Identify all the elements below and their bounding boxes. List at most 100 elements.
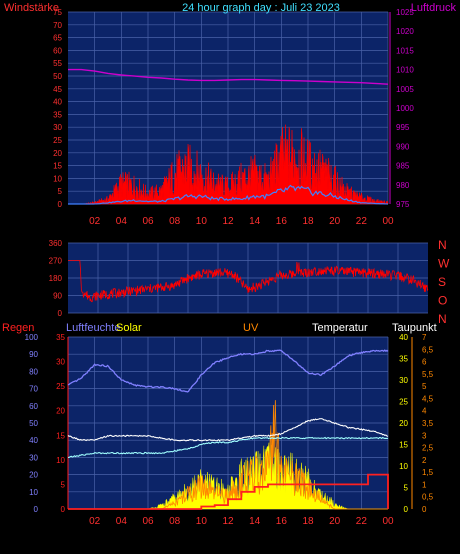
- pressure-tick-label: 995: [396, 123, 410, 132]
- uv-tick-label: 3: [422, 431, 427, 440]
- x-tick-label: 12: [222, 216, 234, 227]
- humidity-tick-label: 0: [34, 505, 39, 514]
- uv-right-ticks: 0 0,5 1 1,5 2 2,5 3 3,5 4 4,5 5 5,5 6 6,5 7: [422, 333, 434, 514]
- humidity-tick-label: 10: [29, 488, 38, 497]
- compass-letter: O: [438, 294, 447, 308]
- wind-tick-label: 5: [58, 187, 63, 196]
- wind-left-ticks: 0 5 10 15 20 25 30 35 40 45 50 55 60 65 70 75: [53, 8, 62, 209]
- humidity-line: [67, 349, 389, 393]
- compass-letter: N: [438, 238, 447, 252]
- humidity-tick-label: 100: [25, 333, 39, 342]
- x-tick-label: 12: [222, 516, 234, 527]
- chart-title: 24 hour graph day : Juli 23 2023: [182, 2, 340, 14]
- direction-grid: [68, 242, 428, 314]
- pressure-tick-label: 1020: [396, 27, 414, 36]
- uv-tick-label: 7: [422, 333, 427, 342]
- pressure-tick-label: 975: [396, 200, 410, 209]
- rain-inner-ticks: 0 5 10 15 20 25 30 35: [56, 333, 65, 514]
- uv-tick-label: 6: [422, 358, 427, 367]
- pressure-tick-label: 985: [396, 162, 410, 171]
- wind-x-ticks: 02 04 06 08 10 12 14 16 18 20 22 00: [89, 216, 394, 227]
- x-tick-label: 16: [276, 516, 288, 527]
- wind-tick-label: 55: [53, 59, 62, 68]
- humidity-tick-label: 90: [29, 350, 38, 359]
- uv-tick-label: 2,5: [422, 444, 434, 453]
- uv-tick-label: 0,5: [422, 493, 434, 502]
- wind-tick-label: 20: [53, 149, 62, 158]
- uv-tick-label: 2: [422, 456, 427, 465]
- x-tick-label: 00: [382, 516, 394, 527]
- x-tick-label: 16: [276, 216, 288, 227]
- x-tick-label: 06: [142, 516, 154, 527]
- temperature-tick-label: 20: [399, 419, 408, 428]
- x-tick-label: 22: [356, 216, 368, 227]
- wind-tick-label: 75: [53, 8, 62, 17]
- humidity-tick-label: 70: [29, 385, 38, 394]
- rain-tick-label: 25: [56, 382, 65, 391]
- rain-tick-label: 20: [56, 407, 65, 416]
- pressure-tick-label: 980: [396, 181, 410, 190]
- x-tick-label: 04: [116, 516, 128, 527]
- solar-label: Solar: [116, 322, 142, 334]
- pressure-axis-label: Luftdruck: [411, 2, 457, 14]
- x-tick-label: 20: [329, 516, 341, 527]
- pressure-tick-label: 990: [396, 142, 410, 151]
- x-tick-label: 02: [89, 516, 101, 527]
- temperature-tick-label: 25: [399, 398, 408, 407]
- wind-tick-label: 60: [53, 46, 62, 55]
- x-tick-label: 02: [89, 216, 101, 227]
- humidity-label: Luftfeuchte: [66, 322, 120, 334]
- humidity-tick-label: 80: [29, 367, 38, 376]
- wind-axis-label: Windstärke: [4, 2, 59, 14]
- temperature-tick-label: 35: [399, 355, 408, 364]
- temperature-tick-label: 40: [399, 333, 408, 342]
- pressure-tick-label: 1000: [396, 104, 414, 113]
- wind-tick-label: 15: [53, 162, 62, 171]
- wind-tick-label: 10: [53, 174, 62, 183]
- compass-letter: W: [438, 257, 450, 271]
- uv-tick-label: 1: [422, 480, 427, 489]
- rain-label: Regen: [2, 322, 34, 334]
- temperature-tick-label: 15: [399, 441, 408, 450]
- rain-tick-label: 5: [61, 480, 66, 489]
- humidity-tick-label: 30: [29, 453, 38, 462]
- temperature-tick-label: 30: [399, 376, 408, 385]
- uv-tick-label: 5: [422, 382, 427, 391]
- x-tick-label: 04: [116, 216, 128, 227]
- uv-label: UV: [243, 322, 259, 334]
- x-tick-label: 08: [169, 516, 181, 527]
- humidity-tick-label: 40: [29, 436, 38, 445]
- temperature-tick-label: 5: [404, 484, 409, 493]
- pressure-tick-label: 1015: [396, 46, 414, 55]
- wind-tick-label: 35: [53, 110, 62, 119]
- wind-tick-label: 65: [53, 34, 62, 43]
- climate-series: [67, 349, 389, 510]
- rain-line: [68, 473, 389, 510]
- direction-tick-label: 270: [49, 257, 63, 266]
- wind-tick-label: 70: [53, 21, 62, 30]
- x-tick-label: 18: [302, 516, 314, 527]
- direction-line: [68, 260, 429, 303]
- wind-tick-label: 25: [53, 136, 62, 145]
- x-tick-label: 14: [249, 216, 261, 227]
- compass-letter: S: [438, 275, 446, 289]
- compass-letter: N: [438, 312, 447, 326]
- pressure-tick-label: 1010: [396, 66, 414, 75]
- wind-tick-label: 30: [53, 123, 62, 132]
- pressure-tick-label: 1005: [396, 85, 414, 94]
- uv-tick-label: 0: [422, 505, 427, 514]
- x-tick-label: 10: [196, 216, 208, 227]
- wind-series: [68, 68, 389, 205]
- dewpoint-line: [67, 436, 389, 458]
- temperature-tick-label: 10: [399, 462, 408, 471]
- uv-tick-label: 3,5: [422, 419, 434, 428]
- humidity-left-ticks: 0 10 20 30 40 50 60 70 80 90 100: [25, 333, 39, 514]
- direction-tick-label: 360: [49, 239, 63, 248]
- dewpoint-label: Taupunkt: [392, 322, 437, 334]
- uv-tick-label: 4,5: [422, 394, 434, 403]
- wind-tick-label: 40: [53, 98, 62, 107]
- x-tick-label: 06: [142, 216, 154, 227]
- temperature-tick-label: 0: [404, 505, 409, 514]
- rain-tick-label: 15: [56, 431, 65, 440]
